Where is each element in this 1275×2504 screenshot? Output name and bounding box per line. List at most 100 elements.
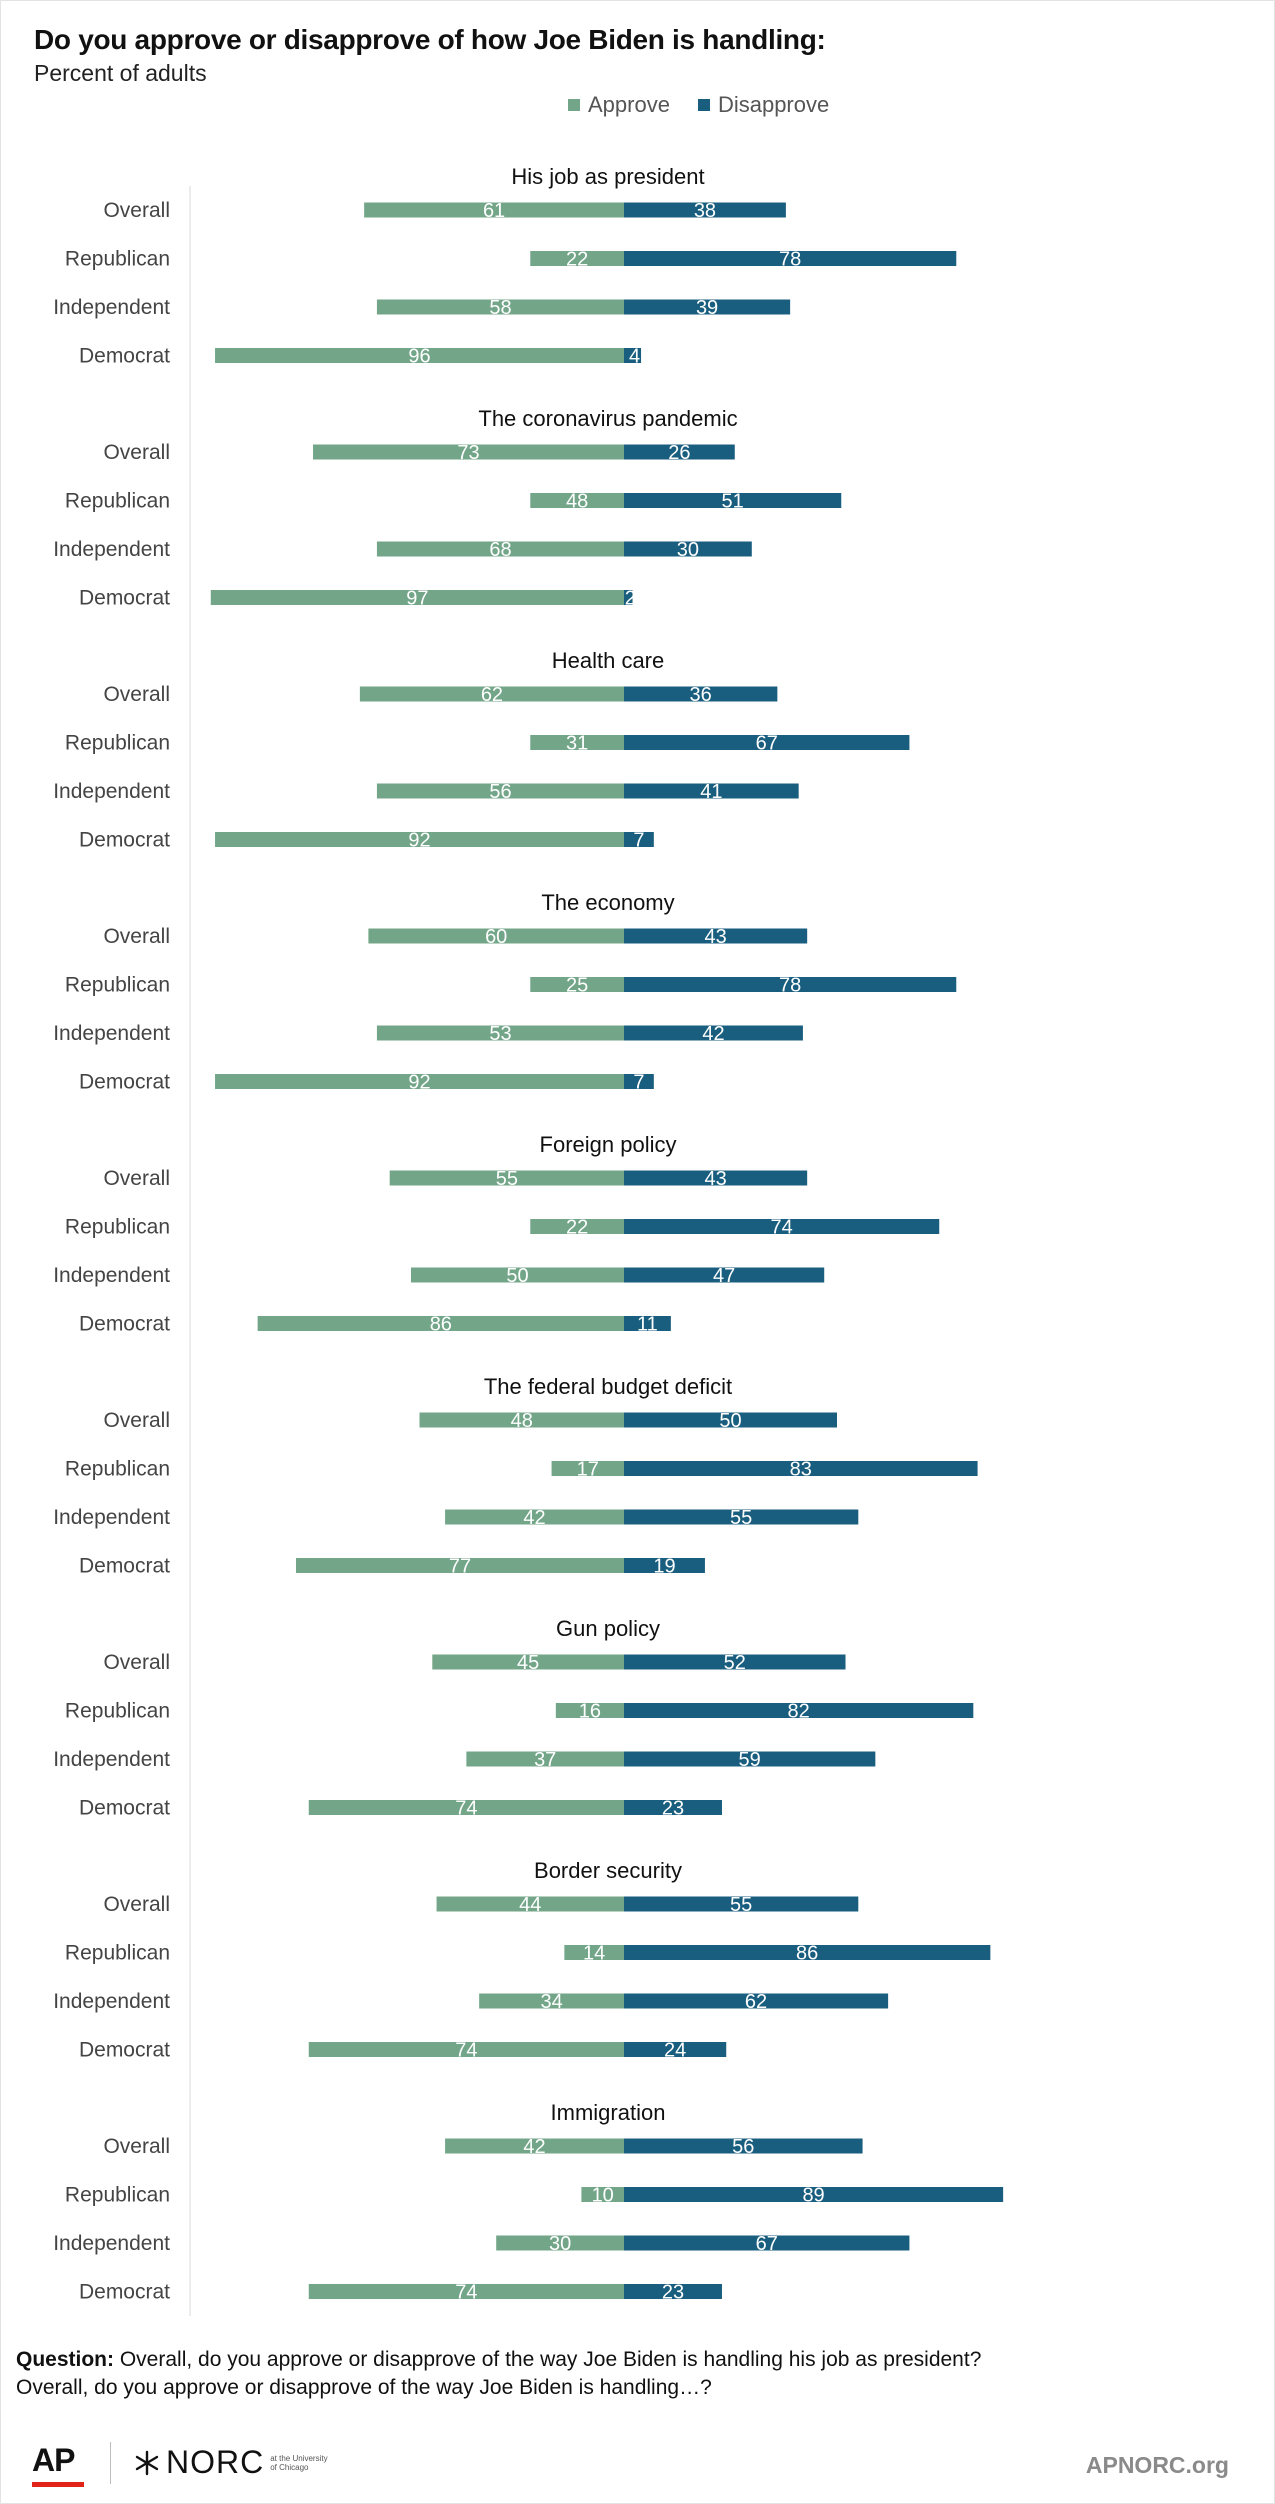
row-label: Republican [65,1942,170,1965]
approve-value-label: 30 [549,2233,571,2255]
approve-value-label: 31 [566,733,588,755]
disapprove-value-label: 67 [756,2233,778,2255]
site-url[interactable]: APNORC.org [1085,2452,1229,2478]
disapprove-bar [624,1461,978,1476]
disapprove-bar [624,493,842,508]
approve-value-label: 73 [457,442,479,464]
approve-bar [432,1654,624,1670]
disapprove-bar [624,2284,722,2299]
disapprove-bar [624,590,633,605]
norc-subtitle: at the University of Chicago [270,2453,328,2472]
legend-label-disapprove: Disapprove [717,92,830,117]
legend-label-approve: Approve [588,92,670,117]
disapprove-value-label: 51 [722,491,744,513]
approve-bar [466,1751,624,1767]
approve-bar [359,686,624,702]
panel-title: The economy [541,890,674,915]
disapprove-value-label: 82 [788,1701,810,1723]
disapprove-bar [624,202,786,218]
approve-value-label: 48 [511,1410,533,1432]
row-label: Republican [65,974,170,997]
row-label: Independent [53,296,170,319]
disapprove-bar [624,2187,1004,2202]
disapprove-bar [624,1509,859,1525]
row-label: Democrat [79,345,170,368]
disapprove-value-label: 78 [779,975,801,997]
approve-value-label: 53 [489,1023,511,1045]
panel-title: Foreign policy [540,1132,677,1157]
approve-value-label: 86 [430,1314,452,1336]
row-label: Independent [53,1990,170,2013]
disapprove-value-label: 42 [702,1023,724,1045]
approve-value-label: 74 [455,2282,477,2304]
disapprove-value-label: 7 [633,830,644,852]
panel-title: The federal budget deficit [484,1374,732,1399]
approve-value-label: 34 [540,1991,562,2013]
disapprove-bar [624,1219,940,1234]
approve-bar [376,541,624,557]
approve-value-label: 45 [517,1652,539,1674]
row-label: Overall [103,1651,170,1674]
disapprove-value-label: 83 [790,1459,812,1481]
disapprove-value-label: 23 [662,2282,684,2304]
norc-star-icon [135,2450,159,2475]
row-label: Republican [65,1700,170,1723]
question-line-1: Overall, do you approve or disapprove of… [119,2348,982,2371]
approve-value-label: 48 [566,491,588,513]
approve-bar [257,1316,624,1331]
legend: Approve Disapprove [568,92,829,118]
approve-bar [376,1025,624,1041]
approve-value-label: 58 [489,297,511,319]
approve-value-label: 10 [592,2185,614,2207]
approve-value-label: 92 [408,1072,430,1094]
approve-bar [376,299,624,315]
approve-value-label: 16 [579,1701,601,1723]
approve-value-label: 77 [449,1556,471,1578]
disapprove-bar [624,1170,808,1186]
approve-bar [530,251,624,266]
disapprove-value-label: 4 [629,346,640,368]
disapprove-value-label: 50 [719,1410,741,1432]
disapprove-bar [624,977,957,992]
approve-value-label: 22 [566,1217,588,1239]
disapprove-value-label: 86 [796,1943,818,1965]
row-label: Overall [103,199,170,222]
approve-bar [419,1412,624,1428]
approve-bar [308,1800,624,1815]
approve-value-label: 55 [496,1168,518,1190]
approve-bar [376,783,624,799]
disapprove-bar [624,928,808,944]
disapprove-bar [624,832,654,847]
disapprove-value-label: 74 [770,1217,792,1239]
approve-bar [479,1993,624,2009]
disapprove-value-label: 2 [625,588,636,610]
row-label: Democrat [79,587,170,610]
disapprove-value-label: 7 [633,1072,644,1094]
disapprove-bar [624,444,735,460]
approve-bar [530,977,624,992]
approve-value-label: 17 [577,1459,599,1481]
approve-bar [530,735,624,750]
disapprove-bar [624,2235,910,2251]
diverging-bar-chart: His job as president Overall 61 38 Republica… [53,164,1004,2316]
approve-value-label: 74 [455,1798,477,1820]
ap-logo-underline [32,2482,84,2487]
question-label: Question: [16,2348,114,2371]
disapprove-bar [624,1945,991,1960]
disapprove-bar [624,1993,889,2009]
disapprove-value-label: 36 [690,684,712,706]
row-label: Democrat [79,2281,170,2304]
disapprove-value-label: 56 [732,2136,754,2158]
disapprove-bar [624,2042,727,2057]
panel-title: His job as president [511,164,704,189]
row-label: Independent [53,1748,170,1771]
disapprove-bar [624,541,752,557]
panel-title: The coronavirus pandemic [478,406,737,431]
disapprove-value-label: 26 [668,442,690,464]
approve-value-label: 42 [523,2136,545,2158]
approve-value-label: 97 [406,588,428,610]
disapprove-bar [624,348,642,363]
disapprove-value-label: 43 [704,926,726,948]
panel-title: Gun policy [556,1616,660,1641]
row-label: Republican [65,732,170,755]
